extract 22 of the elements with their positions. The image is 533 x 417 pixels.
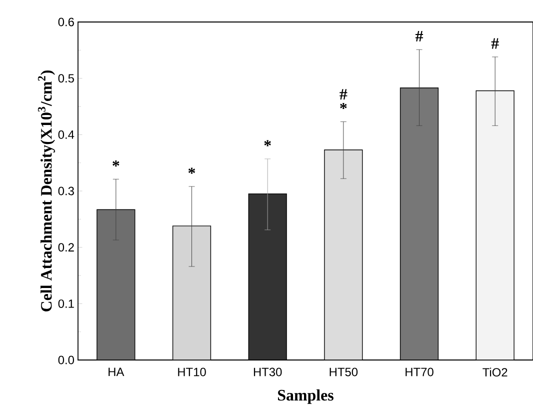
x-tick-label: HT70: [406, 368, 434, 376]
annotation: #: [340, 89, 348, 100]
y-axis-title: Cell Attachment Density(X10$^{3}$/cm$^{2}$): [38, 70, 56, 312]
annotation: #: [491, 38, 499, 49]
annotation: *: [188, 168, 196, 174]
y-tick-label: 0.0: [58, 356, 74, 364]
x-tick-label: HA: [108, 368, 124, 376]
annotation: *: [112, 160, 120, 166]
x-tick-label: HT30: [254, 368, 282, 376]
x-tick-label: HT10: [178, 368, 206, 376]
y-tick-label: 0.6: [58, 18, 74, 26]
annotation: #: [415, 30, 424, 42]
y-tick-label: 0.3: [58, 186, 74, 196]
annotation: *: [264, 140, 271, 146]
x-tick-label: TiO2: [482, 368, 508, 377]
x-axis-title: Samples: [278, 389, 334, 404]
y-tick-label: 0.1: [58, 299, 74, 308]
annotation: *: [340, 102, 347, 110]
y-tick-label: 0.5: [58, 74, 74, 83]
y-tick-label: 0.4: [58, 130, 74, 139]
y-tick-label: 0.2: [58, 243, 74, 252]
x-tick-label: HT50: [330, 368, 358, 376]
